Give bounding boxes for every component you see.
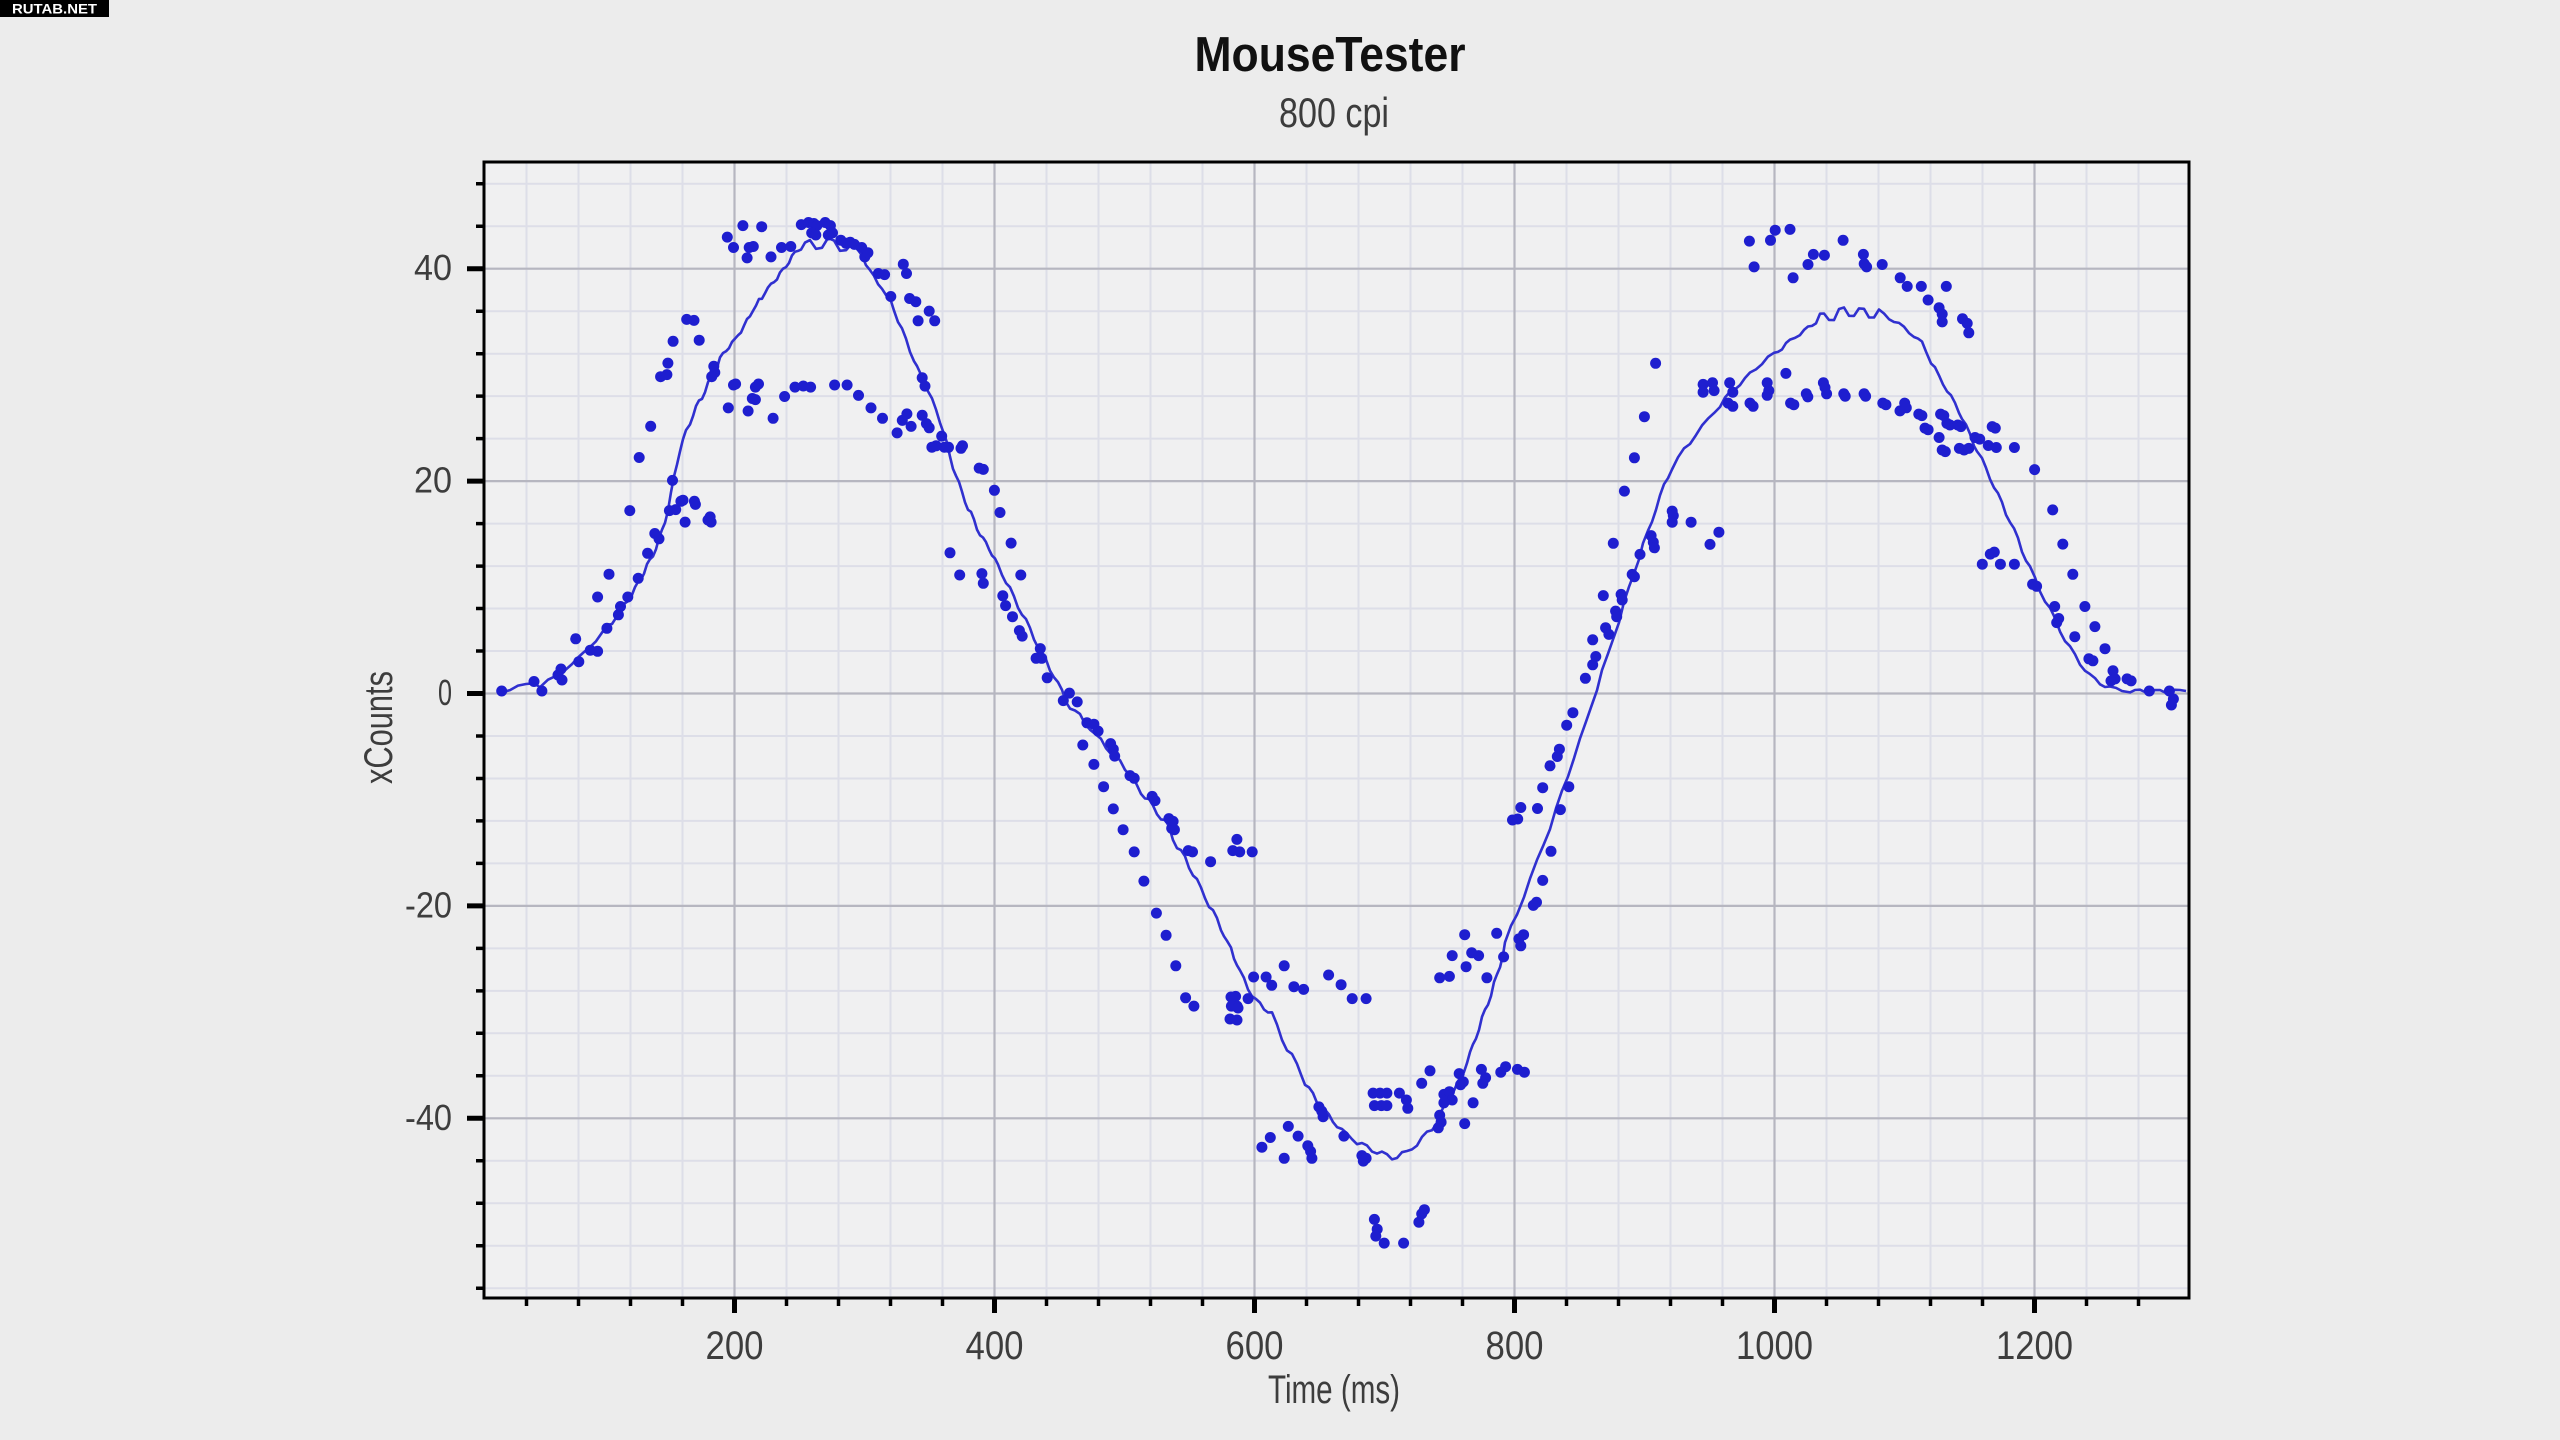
svg-text:400: 400 [966,1324,1024,1368]
svg-text:600: 600 [1226,1324,1284,1368]
svg-text:0: 0 [438,672,452,713]
svg-text:-40: -40 [405,1097,452,1138]
svg-text:200: 200 [706,1324,764,1368]
svg-text:20: 20 [414,460,452,501]
svg-text:800: 800 [1486,1324,1544,1368]
svg-text:1200: 1200 [1996,1324,2073,1368]
svg-text:MouseTester: MouseTester [1195,28,1466,82]
svg-text:1000: 1000 [1736,1324,1813,1368]
svg-text:40: 40 [414,247,452,288]
svg-text:-20: -20 [405,884,452,925]
svg-text:800 cpi: 800 cpi [1279,89,1389,136]
svg-text:RUTAB.NET: RUTAB.NET [12,1,97,17]
svg-text:Time (ms): Time (ms) [1268,1368,1400,1412]
svg-text:xCounts: xCounts [357,671,401,784]
